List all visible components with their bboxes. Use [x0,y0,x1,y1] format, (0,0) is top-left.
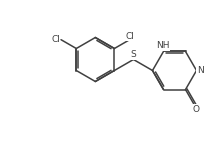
Text: Cl: Cl [51,35,60,44]
Text: NH: NH [156,41,169,50]
Text: Cl: Cl [126,32,135,41]
Text: S: S [131,50,136,59]
Text: O: O [192,105,199,114]
Text: N: N [197,66,203,75]
